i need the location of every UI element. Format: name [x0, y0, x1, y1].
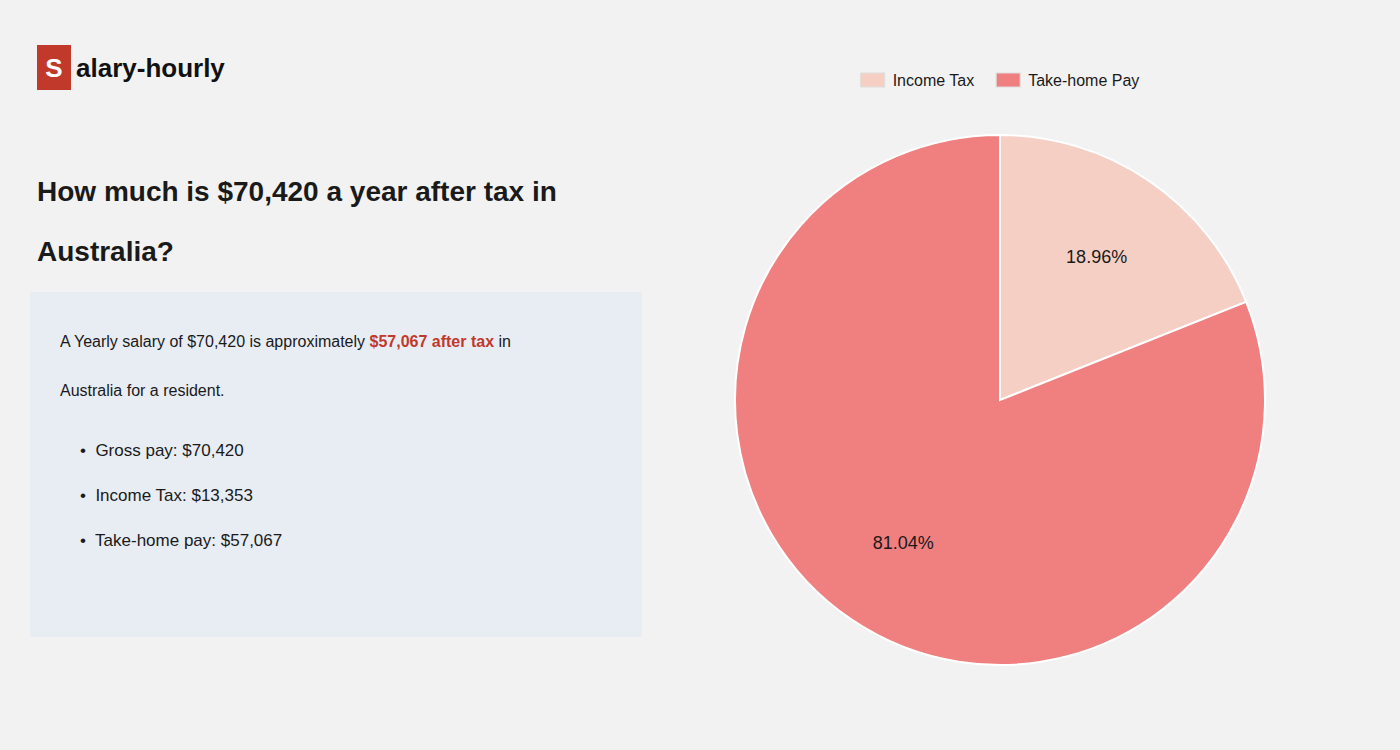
pie	[735, 135, 1265, 665]
logo: Salary-hourly	[37, 45, 225, 90]
pie-slice	[735, 135, 1265, 665]
legend: Income Tax Take-home Pay	[861, 72, 1140, 89]
legend-item: Income Tax	[861, 72, 975, 89]
legend-swatch	[996, 73, 1020, 87]
legend-label: Take-home Pay	[1028, 72, 1139, 89]
body-line: Australia for a resident.	[60, 382, 225, 399]
background	[0, 0, 1400, 750]
legend-label: Income Tax	[893, 72, 975, 89]
bullet-item: • Take-home pay: $57,067	[80, 531, 282, 550]
body-highlight: $57,067 after tax	[370, 333, 495, 350]
info-box	[30, 292, 642, 637]
bullet-item: • Gross pay: $70,420	[80, 441, 244, 460]
bullet-item: • Income Tax: $13,353	[80, 486, 253, 505]
data-label: 18.96%	[1066, 247, 1127, 267]
body-text: in	[494, 333, 511, 350]
data-labels: 18.96% 81.04%	[873, 247, 1127, 552]
title: How much is $70,420 a year after tax in	[37, 176, 557, 207]
body-text: A Yearly salary of $70,420 is approximat…	[60, 333, 370, 350]
title: Australia?	[37, 236, 174, 267]
logo-letter: S	[45, 53, 62, 83]
data-label: 81.04%	[873, 533, 934, 553]
body-line: A Yearly salary of $70,420 is approximat…	[60, 333, 511, 350]
legend-item: Take-home Pay	[996, 72, 1139, 89]
legend-swatch	[861, 73, 885, 87]
logo-text: alary-hourly	[76, 53, 225, 83]
chart-root: Salary-hourly How much is $70,420 a year …	[0, 0, 1400, 750]
logo-box	[37, 45, 71, 90]
